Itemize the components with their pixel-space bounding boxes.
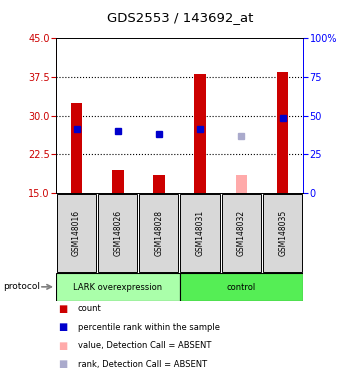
Text: LARK overexpression: LARK overexpression — [73, 283, 162, 291]
Text: ■: ■ — [58, 322, 67, 332]
Text: GSM148035: GSM148035 — [278, 210, 287, 256]
Text: ■: ■ — [58, 304, 67, 314]
FancyBboxPatch shape — [222, 194, 261, 272]
Bar — [277, 72, 288, 193]
Text: control: control — [227, 283, 256, 291]
FancyBboxPatch shape — [180, 273, 303, 301]
Text: ■: ■ — [58, 341, 67, 351]
Text: percentile rank within the sample: percentile rank within the sample — [78, 323, 219, 332]
Bar — [236, 175, 247, 193]
FancyBboxPatch shape — [57, 194, 96, 272]
Text: GSM148016: GSM148016 — [72, 210, 81, 256]
FancyBboxPatch shape — [139, 194, 178, 272]
FancyBboxPatch shape — [56, 273, 180, 301]
Bar — [112, 170, 123, 193]
Text: value, Detection Call = ABSENT: value, Detection Call = ABSENT — [78, 341, 211, 350]
Text: count: count — [78, 304, 101, 313]
Bar — [71, 103, 82, 193]
Bar — [153, 175, 165, 193]
FancyBboxPatch shape — [263, 194, 302, 272]
Text: protocol: protocol — [4, 282, 40, 291]
Text: GSM148026: GSM148026 — [113, 210, 122, 256]
FancyBboxPatch shape — [98, 194, 137, 272]
Text: GSM148028: GSM148028 — [155, 210, 164, 256]
Text: GSM148031: GSM148031 — [196, 210, 205, 256]
Bar — [195, 74, 206, 193]
Text: GDS2553 / 143692_at: GDS2553 / 143692_at — [107, 11, 254, 24]
Text: rank, Detection Call = ABSENT: rank, Detection Call = ABSENT — [78, 359, 207, 369]
Text: GSM148032: GSM148032 — [237, 210, 246, 256]
Text: ■: ■ — [58, 359, 67, 369]
FancyBboxPatch shape — [180, 194, 219, 272]
